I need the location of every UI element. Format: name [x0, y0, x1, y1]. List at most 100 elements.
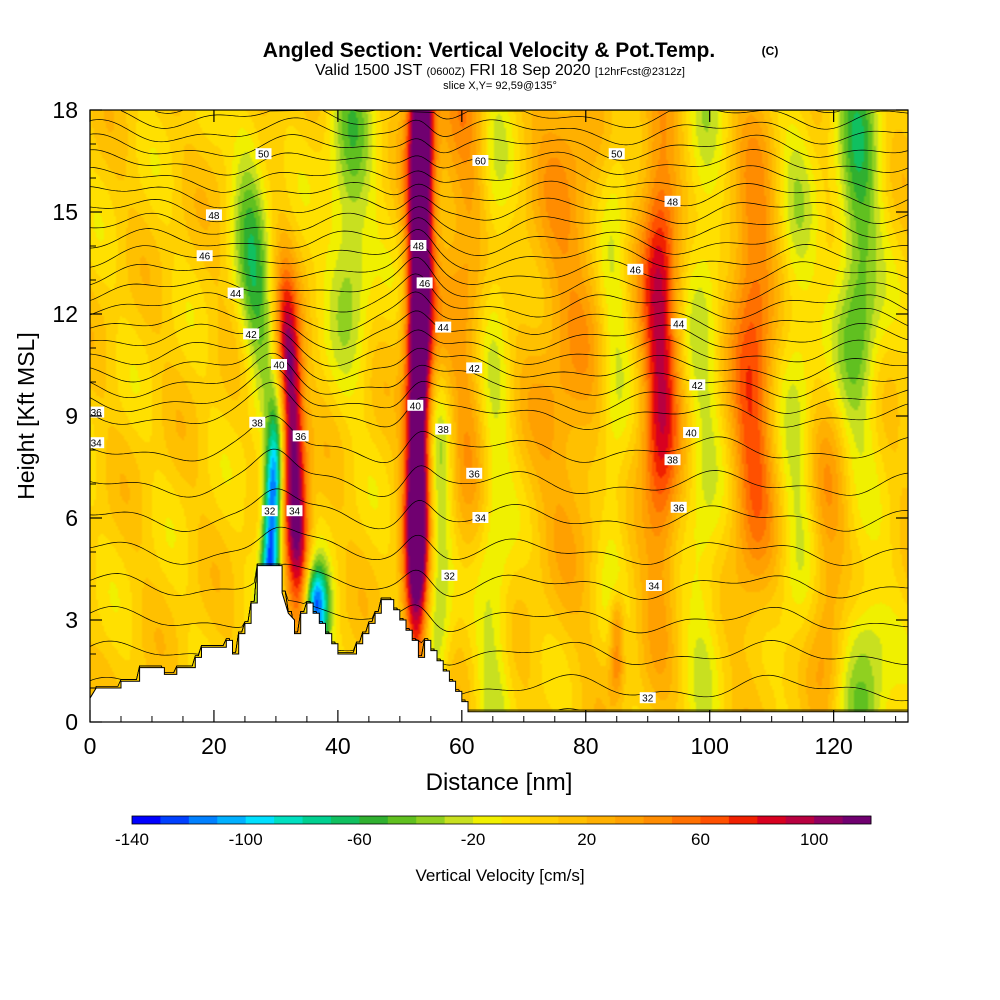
contour-label: 36 — [88, 406, 105, 419]
contour-label-bg — [472, 512, 489, 523]
contour-line — [90, 217, 908, 256]
contour-label-bg — [243, 328, 260, 340]
contour-label-text: 46 — [630, 265, 642, 276]
colorbar-swatch — [814, 816, 843, 824]
contour-line — [90, 563, 908, 666]
contour-label: 48 — [664, 195, 681, 208]
subtitle-date: FRI 18 Sep 2020 — [470, 62, 591, 79]
contour-label-bg — [466, 362, 483, 374]
contour-label-text: 40 — [410, 401, 422, 412]
contour-label-bg — [435, 423, 452, 435]
contour-label-text: 50 — [611, 150, 623, 161]
y-tick-label: 15 — [52, 199, 78, 225]
contour-line — [90, 165, 908, 193]
colorbar-tick-label: -20 — [461, 830, 486, 849]
x-tick-label: 80 — [573, 733, 599, 759]
colorbar-swatch — [245, 816, 275, 824]
contour-line — [90, 206, 908, 241]
contour-label: 42 — [243, 328, 260, 341]
contour-label-bg — [88, 437, 105, 449]
y-axis-label: Height [Kft MSL] — [13, 332, 39, 499]
contour-label-text: 40 — [686, 429, 698, 440]
contour-label-text: 44 — [438, 323, 450, 334]
contour-label: 50 — [608, 148, 625, 161]
contour-line — [90, 352, 908, 399]
contour-label-text: 42 — [692, 381, 704, 392]
contour-label: 40 — [271, 359, 288, 372]
contour-label-bg — [627, 263, 644, 275]
contour-label: 32 — [261, 505, 278, 518]
contour-label: 46 — [196, 250, 213, 263]
contour-label: 38 — [664, 454, 681, 467]
contour-label-bg — [407, 399, 424, 411]
contour-line — [90, 195, 908, 224]
contour-label-text: 42 — [246, 330, 258, 341]
contour-label-text: 38 — [667, 456, 679, 467]
contour-line — [90, 256, 908, 303]
contour-line — [90, 563, 908, 634]
contour-label: 34 — [286, 505, 303, 518]
contour-label-bg — [670, 318, 687, 330]
subtitle-utc: (0600Z) — [427, 66, 466, 78]
contour-line — [90, 366, 908, 414]
chart-title-suffix: (C) — [762, 44, 779, 58]
contour-label-bg — [271, 359, 288, 370]
contour-label-text: 34 — [289, 507, 301, 518]
contour-line — [90, 563, 908, 600]
plot-area: 36 34 50 48 46 44 42 40 38 36 32 34 60 50 48 46 44 42 40 38… — [88, 109, 909, 723]
contour-label: 44 — [227, 287, 244, 300]
contour-label: 34 — [472, 512, 489, 525]
colorbar-swatch — [160, 816, 190, 824]
colorbar-swatch — [132, 816, 161, 824]
contour-label-bg — [639, 692, 656, 704]
colorbar-swatch — [529, 816, 559, 824]
contour-label-text: 42 — [469, 364, 481, 375]
contour-label-text: 34 — [91, 439, 103, 450]
contour-label-bg — [261, 505, 278, 517]
minor-ticks — [90, 143, 897, 722]
contour-label-text: 48 — [208, 211, 220, 222]
chart-slice-info: slice X,Y= 92,59@135° — [443, 80, 557, 92]
contour-label-bg — [645, 580, 662, 591]
colorbar-tick-label: -140 — [115, 830, 149, 849]
contour-line — [90, 291, 908, 335]
colorbar-swatch — [188, 816, 218, 824]
contour-label-text: 44 — [230, 289, 242, 300]
contour-line — [90, 329, 908, 367]
terrain-mask — [89, 565, 909, 723]
contour-label-text: 40 — [273, 361, 285, 372]
colorbar-swatch — [728, 816, 758, 824]
contour-label-bg — [689, 379, 706, 391]
contour-line — [90, 133, 908, 161]
contour-label-bg — [249, 416, 266, 428]
colorbar-swatch — [416, 816, 446, 824]
colorbar — [131, 815, 872, 825]
colorbar-swatch — [586, 816, 616, 824]
contour-line — [90, 448, 908, 498]
colorbar-swatch — [330, 816, 360, 824]
contour-line — [90, 242, 908, 286]
x-tick-label: 0 — [84, 733, 97, 759]
contour-label: 44 — [670, 318, 687, 331]
contour-label-bg — [435, 321, 452, 333]
contour-label-text: 48 — [667, 197, 679, 208]
colorbar-swatch — [387, 816, 417, 824]
x-tick-label: 20 — [201, 733, 227, 759]
contour-line — [90, 273, 908, 320]
contour-label-text: 48 — [413, 242, 425, 253]
contour-label-bg — [683, 427, 700, 438]
subtitle-fcst: [12hrFcst@2312z] — [595, 66, 685, 78]
contour-label-text: 38 — [252, 418, 264, 429]
contour-label-text: 34 — [475, 514, 487, 525]
contour-label-text: 36 — [91, 408, 103, 419]
contour-label-text: 46 — [199, 252, 211, 263]
contour-label-bg — [196, 250, 213, 262]
contour-label-text: 38 — [438, 425, 450, 436]
y-tick-label: 12 — [52, 301, 78, 327]
contour-label: 48 — [410, 240, 427, 253]
contour-label-bg — [286, 505, 303, 517]
contour-label-bg — [227, 287, 244, 299]
y-tick-label: 9 — [65, 403, 78, 429]
x-axis-label: Distance [nm] — [426, 769, 573, 796]
